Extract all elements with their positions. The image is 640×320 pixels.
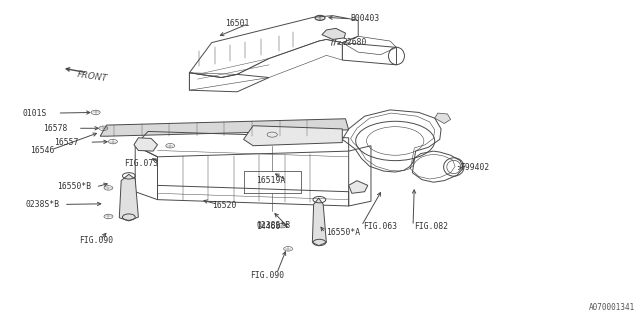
Text: 16520: 16520 xyxy=(212,201,236,210)
Text: 22680: 22680 xyxy=(342,38,367,47)
Text: 16501: 16501 xyxy=(225,19,250,28)
Text: FRONT: FRONT xyxy=(77,70,108,84)
Text: 16550*B: 16550*B xyxy=(58,182,92,191)
Text: 16519A: 16519A xyxy=(256,176,285,185)
Text: FIG.063: FIG.063 xyxy=(363,222,397,231)
Text: FIG.090: FIG.090 xyxy=(79,236,113,245)
Polygon shape xyxy=(349,180,368,193)
Polygon shape xyxy=(134,138,157,151)
Polygon shape xyxy=(435,113,451,124)
Text: B00403: B00403 xyxy=(351,14,380,23)
Text: 0238S*B: 0238S*B xyxy=(26,200,60,209)
Text: 16578: 16578 xyxy=(43,124,67,133)
Text: FIG.090: FIG.090 xyxy=(250,271,284,280)
Polygon shape xyxy=(119,174,138,221)
Text: 16546: 16546 xyxy=(30,146,54,155)
Text: 0238S*B: 0238S*B xyxy=(256,220,291,229)
Text: F99402: F99402 xyxy=(460,164,490,172)
Text: 16550*A: 16550*A xyxy=(326,228,360,237)
Polygon shape xyxy=(244,126,342,146)
Polygon shape xyxy=(312,198,326,246)
Text: 0101S: 0101S xyxy=(22,108,47,117)
Text: FIG.082: FIG.082 xyxy=(414,222,449,231)
Text: A070001341: A070001341 xyxy=(589,303,636,312)
Polygon shape xyxy=(322,28,346,39)
Text: 14460: 14460 xyxy=(256,222,281,231)
Text: 16557: 16557 xyxy=(54,138,79,147)
Polygon shape xyxy=(100,119,349,136)
Text: FIG.073: FIG.073 xyxy=(124,159,158,168)
